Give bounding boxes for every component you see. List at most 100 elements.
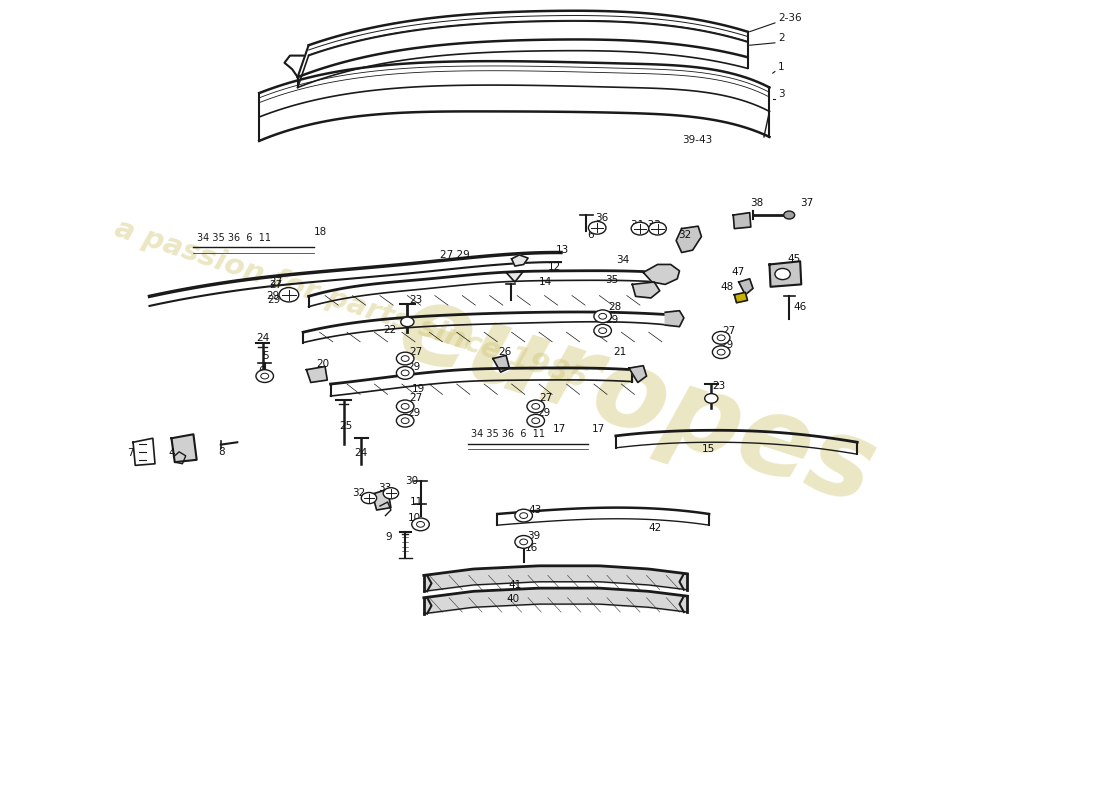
Circle shape bbox=[598, 314, 606, 319]
Circle shape bbox=[588, 222, 606, 234]
Circle shape bbox=[396, 366, 414, 379]
Circle shape bbox=[383, 488, 398, 499]
Circle shape bbox=[598, 328, 606, 334]
Text: 31 33: 31 33 bbox=[631, 220, 661, 230]
Polygon shape bbox=[676, 226, 702, 253]
Text: 29: 29 bbox=[266, 291, 279, 302]
Text: 18: 18 bbox=[315, 227, 328, 237]
Text: 25: 25 bbox=[339, 421, 353, 430]
Circle shape bbox=[402, 356, 409, 362]
Circle shape bbox=[713, 331, 730, 344]
Polygon shape bbox=[506, 271, 524, 282]
Text: 20: 20 bbox=[317, 359, 329, 369]
Text: 29: 29 bbox=[720, 340, 734, 350]
Circle shape bbox=[279, 287, 299, 302]
Text: 1: 1 bbox=[778, 62, 784, 72]
Circle shape bbox=[402, 370, 409, 376]
Text: 30: 30 bbox=[405, 476, 418, 486]
Circle shape bbox=[515, 535, 532, 548]
Text: 12: 12 bbox=[548, 262, 561, 272]
Text: 9: 9 bbox=[385, 532, 392, 542]
Circle shape bbox=[396, 400, 414, 413]
Polygon shape bbox=[172, 434, 197, 462]
Text: 8: 8 bbox=[219, 447, 225, 457]
Circle shape bbox=[531, 418, 540, 423]
Circle shape bbox=[411, 518, 429, 530]
Text: 33: 33 bbox=[377, 482, 390, 493]
Circle shape bbox=[531, 403, 540, 410]
Text: 43: 43 bbox=[528, 505, 541, 515]
Polygon shape bbox=[666, 310, 684, 326]
Text: 11: 11 bbox=[409, 497, 422, 507]
Text: europes: europes bbox=[385, 274, 888, 526]
Text: 21: 21 bbox=[614, 347, 627, 357]
Text: 40: 40 bbox=[506, 594, 519, 604]
Text: 39-43: 39-43 bbox=[682, 135, 712, 146]
Polygon shape bbox=[629, 366, 647, 382]
Text: 16: 16 bbox=[525, 543, 538, 554]
Circle shape bbox=[783, 211, 794, 219]
Text: 27: 27 bbox=[409, 394, 422, 403]
Circle shape bbox=[631, 222, 649, 235]
Text: 7: 7 bbox=[128, 449, 134, 458]
Circle shape bbox=[527, 400, 544, 413]
Text: 32: 32 bbox=[352, 488, 365, 498]
Text: 2: 2 bbox=[778, 34, 784, 43]
Text: 24: 24 bbox=[256, 333, 270, 343]
Polygon shape bbox=[512, 255, 528, 266]
Circle shape bbox=[713, 346, 730, 358]
Polygon shape bbox=[644, 265, 680, 285]
Polygon shape bbox=[493, 355, 509, 372]
Text: 39: 39 bbox=[527, 530, 540, 541]
Text: 13: 13 bbox=[556, 245, 569, 255]
Text: 29: 29 bbox=[407, 362, 420, 371]
Circle shape bbox=[261, 374, 268, 379]
Circle shape bbox=[594, 310, 612, 322]
Text: 23: 23 bbox=[713, 381, 726, 390]
Circle shape bbox=[705, 394, 718, 403]
Text: 46: 46 bbox=[793, 302, 806, 312]
Polygon shape bbox=[734, 213, 751, 229]
Text: 35: 35 bbox=[605, 275, 618, 286]
Circle shape bbox=[361, 493, 376, 504]
Text: 14: 14 bbox=[539, 277, 552, 287]
Circle shape bbox=[402, 418, 409, 423]
Text: 27: 27 bbox=[539, 394, 552, 403]
Text: 6: 6 bbox=[258, 366, 265, 375]
Text: 27: 27 bbox=[723, 326, 736, 336]
Circle shape bbox=[527, 414, 544, 427]
Text: 38: 38 bbox=[750, 198, 763, 208]
Text: 27 29: 27 29 bbox=[440, 250, 470, 260]
Text: 27: 27 bbox=[270, 280, 283, 290]
Circle shape bbox=[717, 350, 725, 355]
Polygon shape bbox=[307, 366, 328, 382]
Circle shape bbox=[400, 317, 414, 326]
Text: 4: 4 bbox=[168, 449, 175, 458]
Text: 48: 48 bbox=[720, 282, 734, 292]
Text: 19: 19 bbox=[411, 384, 425, 394]
Polygon shape bbox=[372, 490, 390, 510]
Text: 34: 34 bbox=[616, 254, 629, 265]
Text: 32: 32 bbox=[679, 230, 692, 240]
Text: 22: 22 bbox=[383, 325, 396, 335]
Text: 34 35 36  6  11: 34 35 36 6 11 bbox=[197, 233, 271, 242]
Polygon shape bbox=[739, 279, 754, 294]
Text: 45: 45 bbox=[786, 254, 801, 264]
Text: 23: 23 bbox=[409, 294, 422, 305]
Circle shape bbox=[649, 222, 667, 235]
Circle shape bbox=[402, 403, 409, 410]
Circle shape bbox=[256, 370, 274, 382]
Text: 2-36: 2-36 bbox=[778, 14, 802, 23]
Text: 47: 47 bbox=[732, 267, 745, 278]
Text: a passion for parts since 1985: a passion for parts since 1985 bbox=[111, 214, 591, 394]
Text: 29: 29 bbox=[537, 408, 550, 418]
Polygon shape bbox=[735, 292, 748, 302]
Circle shape bbox=[515, 510, 532, 522]
Circle shape bbox=[417, 522, 425, 527]
Text: 29: 29 bbox=[605, 315, 618, 326]
Circle shape bbox=[594, 324, 612, 337]
Circle shape bbox=[774, 269, 790, 280]
Text: 41: 41 bbox=[508, 580, 521, 590]
Text: 17: 17 bbox=[553, 425, 566, 434]
Text: 37: 37 bbox=[800, 198, 813, 208]
